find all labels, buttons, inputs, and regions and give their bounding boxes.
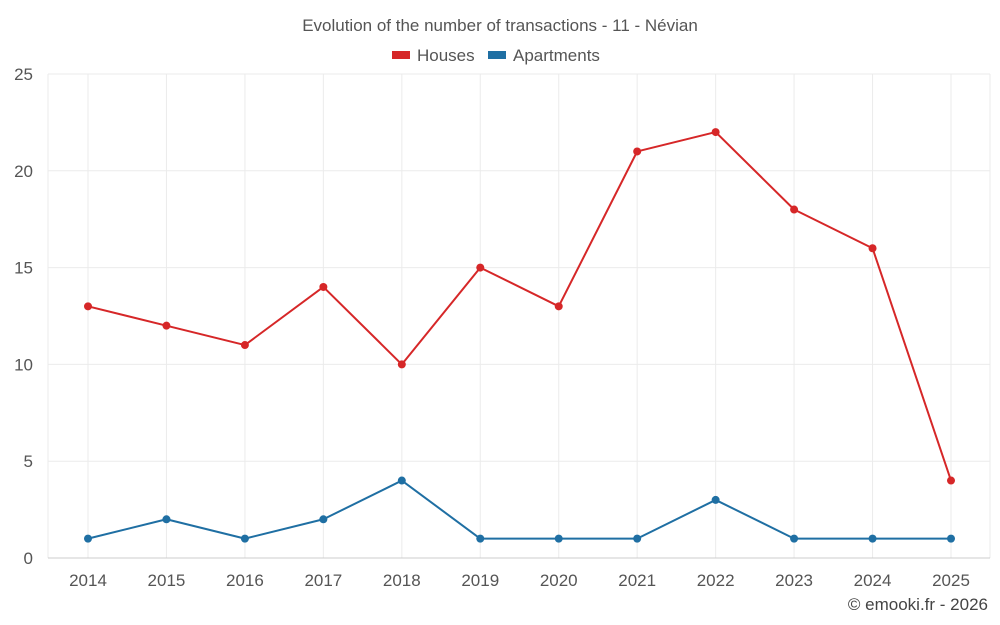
- x-tick-label: 2021: [618, 571, 656, 590]
- data-point[interactable]: [84, 302, 92, 311]
- data-point[interactable]: [790, 205, 799, 214]
- y-tick-label: 20: [14, 162, 33, 181]
- data-point[interactable]: [397, 476, 406, 485]
- x-axis-ticks: 2014 2015 2016 2017 2018 2019 2020 2021 2022 2023…: [69, 571, 970, 590]
- data-point[interactable]: [947, 476, 955, 485]
- series-houses: [84, 128, 955, 485]
- data-point[interactable]: [633, 147, 642, 156]
- x-tick-label: 2014: [69, 571, 107, 590]
- x-tick-label: 2016: [226, 571, 264, 590]
- x-tick-label: 2024: [854, 571, 892, 590]
- x-tick-label: 2022: [697, 571, 735, 590]
- data-point[interactable]: [240, 341, 249, 350]
- y-tick-label: 5: [24, 452, 33, 471]
- data-point[interactable]: [711, 495, 720, 504]
- data-point[interactable]: [319, 515, 328, 524]
- series-line: [87, 131, 952, 481]
- x-tick-label: 2023: [775, 571, 813, 590]
- series-line: [87, 479, 951, 540]
- vertical-gridlines: [47, 74, 991, 558]
- data-point[interactable]: [633, 534, 642, 543]
- data-point[interactable]: [476, 263, 485, 272]
- data-point[interactable]: [84, 534, 92, 543]
- chart-title: Evolution of the number of transactions …: [302, 16, 698, 35]
- legend: Houses Apartments: [392, 46, 600, 65]
- y-tick-label: 25: [14, 65, 33, 84]
- data-point[interactable]: [319, 282, 328, 291]
- x-tick-label: 2017: [304, 571, 342, 590]
- copyright-text: © emooki.fr - 2026: [848, 595, 988, 614]
- data-point[interactable]: [554, 302, 563, 311]
- data-point[interactable]: [162, 515, 171, 524]
- y-axis-ticks: 0 5 10 15 20 25: [14, 65, 33, 568]
- data-point[interactable]: [397, 360, 406, 369]
- data-point[interactable]: [711, 128, 720, 137]
- x-tick-label: 2019: [461, 571, 499, 590]
- data-point[interactable]: [162, 321, 171, 330]
- series-layer: [84, 128, 955, 543]
- legend-swatch: [488, 51, 506, 59]
- x-tick-label: 2018: [383, 571, 421, 590]
- y-tick-label: 10: [14, 355, 33, 374]
- legend-item-houses[interactable]: Houses: [392, 46, 475, 65]
- data-point[interactable]: [240, 534, 249, 543]
- data-point[interactable]: [868, 534, 877, 543]
- legend-label: Houses: [417, 46, 475, 65]
- x-tick-label: 2025: [932, 571, 970, 590]
- horizontal-gridlines: [48, 73, 990, 559]
- x-tick-label: 2020: [540, 571, 578, 590]
- data-point[interactable]: [554, 534, 563, 543]
- series-apartments: [84, 476, 955, 543]
- data-point[interactable]: [790, 534, 799, 543]
- legend-swatch: [392, 51, 410, 59]
- legend-label: Apartments: [513, 46, 600, 65]
- data-point[interactable]: [947, 534, 955, 543]
- x-tick-label: 2015: [148, 571, 186, 590]
- y-tick-label: 0: [24, 549, 33, 568]
- data-point[interactable]: [868, 244, 877, 253]
- legend-item-apartments[interactable]: Apartments: [488, 46, 600, 65]
- data-point[interactable]: [476, 534, 485, 543]
- y-tick-label: 15: [14, 259, 33, 278]
